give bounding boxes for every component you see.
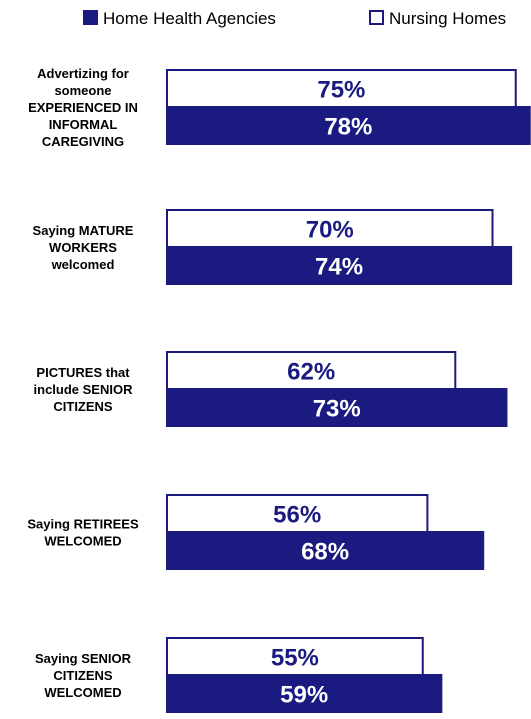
bar-home-health-agencies bbox=[166, 246, 513, 285]
legend-swatch-home-health-agencies bbox=[83, 10, 98, 25]
bars: 75% 78% 70% 74% 62% 73% 56% 68% 55% 59% bbox=[166, 69, 531, 713]
legend: Home Health Agencies Nursing Homes bbox=[83, 9, 506, 28]
data-label-nursing-homes: 62% bbox=[287, 359, 335, 386]
data-label-home-health-agencies: 78% bbox=[324, 114, 372, 141]
data-label-nursing-homes: 75% bbox=[317, 77, 365, 104]
data-label-home-health-agencies: 68% bbox=[301, 539, 349, 566]
legend-swatch-nursing-homes bbox=[369, 10, 384, 25]
category-label: Saying MATURE WORKERS welcomed bbox=[33, 223, 134, 272]
data-label-nursing-homes: 70% bbox=[306, 217, 354, 244]
category-label: Saying RETIREES WELCOMED bbox=[27, 517, 139, 549]
legend-label-nursing-homes: Nursing Homes bbox=[389, 9, 506, 28]
category-labels: Advertizing for someone EXPERIENCED IN INFO… bbox=[27, 66, 139, 700]
data-label-home-health-agencies: 73% bbox=[313, 396, 361, 423]
data-label-home-health-agencies: 74% bbox=[315, 254, 363, 281]
category-label: PICTURES that include SENIOR CITIZENS bbox=[34, 365, 134, 414]
bar-home-health-agencies bbox=[166, 388, 508, 427]
category-label: Advertizing for someone EXPERIENCED IN INFO… bbox=[28, 66, 138, 149]
category-label: Saying SENIOR CITIZENS WELCOMED bbox=[35, 651, 132, 700]
bar-home-health-agencies bbox=[166, 106, 531, 145]
bar-home-health-agencies bbox=[166, 531, 485, 570]
bar-nursing-homes bbox=[166, 69, 517, 108]
data-label-nursing-homes: 56% bbox=[273, 502, 321, 529]
bar-home-health-agencies bbox=[166, 674, 443, 713]
legend-label-home-health-agencies: Home Health Agencies bbox=[103, 9, 276, 28]
data-label-home-health-agencies: 59% bbox=[280, 682, 328, 709]
data-label-nursing-homes: 55% bbox=[271, 645, 319, 672]
